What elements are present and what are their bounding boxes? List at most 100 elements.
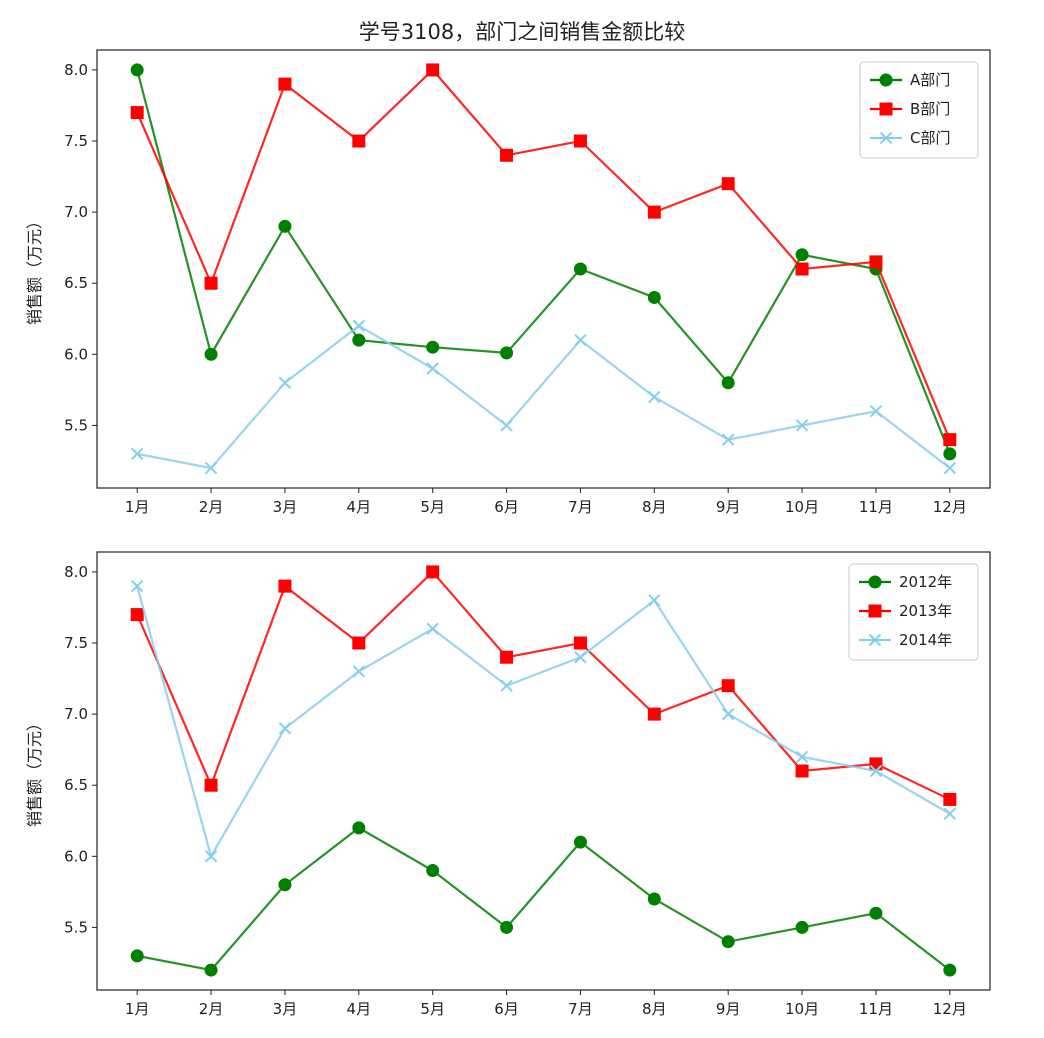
data-point: [500, 920, 514, 934]
x-tick-label: 7月: [568, 498, 593, 516]
data-point: [943, 461, 957, 475]
legend-label: 2012年: [899, 573, 952, 591]
data-point: [943, 792, 957, 806]
data-point: [204, 276, 218, 290]
x-tick-label: 4月: [347, 498, 372, 516]
data-point: [426, 864, 440, 878]
plot-frame: [96, 49, 991, 489]
series-1: [130, 63, 957, 461]
data-point: [869, 255, 883, 269]
data-point: [721, 177, 735, 191]
y-tick-label: 7.0: [64, 705, 88, 723]
y-axis-label: 销售额（万元）: [25, 715, 44, 827]
data-point: [573, 835, 587, 849]
series-3: [130, 319, 957, 475]
legend-label: 2013年: [899, 602, 952, 620]
data-point: [795, 419, 809, 432]
data-point: [352, 636, 366, 650]
data-point: [130, 447, 144, 461]
x-tick-label: 1月: [125, 1000, 150, 1018]
x-tick-label: 6月: [494, 1000, 519, 1018]
data-point: [869, 906, 883, 920]
x-tick-label: 12月: [933, 1000, 967, 1018]
data-point: [574, 651, 587, 664]
y-tick-label: 6.0: [64, 847, 88, 865]
x-tick-label: 9月: [716, 498, 741, 516]
data-point: [130, 608, 144, 622]
plot-frame: [96, 551, 991, 991]
x-tick-label: 12月: [933, 498, 967, 516]
x-tick-label: 1月: [125, 498, 150, 516]
series-line: [136, 570, 951, 801]
x-tick-label: 7月: [568, 1000, 593, 1018]
data-point: [647, 892, 661, 906]
y-tick-label: 7.5: [64, 634, 88, 652]
data-point: [352, 665, 366, 678]
subplot-1: 1月 2月 3月 4月 5月 6月 7月 8月 9月 10月 11月 12月 5.5 6.0 6.5 7.0 7…: [25, 49, 991, 516]
data-point: [130, 579, 144, 593]
data-point: [795, 764, 809, 778]
series-line: [136, 68, 951, 441]
legend-marker: [879, 73, 893, 87]
y-tick-label: 7.0: [64, 203, 88, 221]
x-tick-label: 10月: [785, 1000, 819, 1018]
data-point: [943, 433, 957, 447]
y-tick-label: 6.0: [64, 345, 88, 363]
series-line: [136, 826, 951, 972]
data-point: [204, 963, 218, 977]
x-tick-label: 11月: [859, 498, 893, 516]
data-point: [278, 579, 292, 593]
data-point: [352, 319, 366, 333]
x-tick-label: 8月: [642, 1000, 667, 1018]
x-tick-label: 2月: [199, 1000, 224, 1018]
data-point: [647, 205, 661, 219]
data-point: [204, 461, 218, 475]
x-tick-label: 3月: [273, 498, 298, 516]
x-tick-label: 8月: [642, 498, 667, 516]
data-point: [795, 920, 809, 934]
data-point: [574, 333, 587, 347]
series-line: [136, 585, 951, 860]
y-axis-label: 销售额（万元）: [25, 213, 44, 325]
data-point: [721, 376, 735, 390]
data-point: [943, 447, 957, 461]
legend-label: 2014年: [899, 631, 952, 649]
data-point: [573, 636, 587, 650]
series-line: [136, 324, 951, 470]
data-point: [573, 262, 587, 276]
data-point: [795, 750, 809, 763]
data-point: [500, 148, 514, 162]
data-point: [869, 757, 883, 771]
legend: 2012年 2013年 2014年: [848, 563, 979, 661]
data-point: [426, 362, 439, 375]
y-tick-label: 5.5: [64, 416, 88, 434]
legend-marker: [868, 633, 882, 647]
y-tick-label: 6.5: [64, 776, 88, 794]
data-point: [721, 679, 735, 693]
x-tick-label: 6月: [494, 498, 519, 516]
data-point: [500, 679, 513, 692]
data-point: [573, 134, 587, 148]
data-point: [426, 565, 440, 579]
series-1: [130, 821, 957, 977]
data-point: [721, 707, 735, 721]
x-tick-label: 3月: [273, 1000, 298, 1018]
x-tick-label: 9月: [716, 1000, 741, 1018]
legend-marker: [879, 102, 893, 116]
series-2: [130, 565, 957, 806]
data-point: [647, 707, 661, 721]
y-tick-label: 8.0: [64, 61, 88, 79]
subplot-2: 1月 2月 3月 4月 5月 6月 7月 8月 9月 10月 11月 12月 5.5 6.0 6.5 7.0 7…: [25, 551, 991, 1018]
data-point: [278, 219, 292, 233]
data-point: [500, 419, 513, 432]
y-tick-label: 7.5: [64, 132, 88, 150]
data-point: [943, 963, 957, 977]
legend: A部门 B部门 C部门: [859, 61, 979, 159]
data-point: [352, 134, 366, 148]
data-point: [648, 594, 661, 607]
data-point: [426, 340, 440, 354]
legend-box: [848, 563, 979, 661]
data-point: [648, 390, 661, 404]
data-point: [795, 248, 809, 262]
data-point: [869, 405, 883, 418]
